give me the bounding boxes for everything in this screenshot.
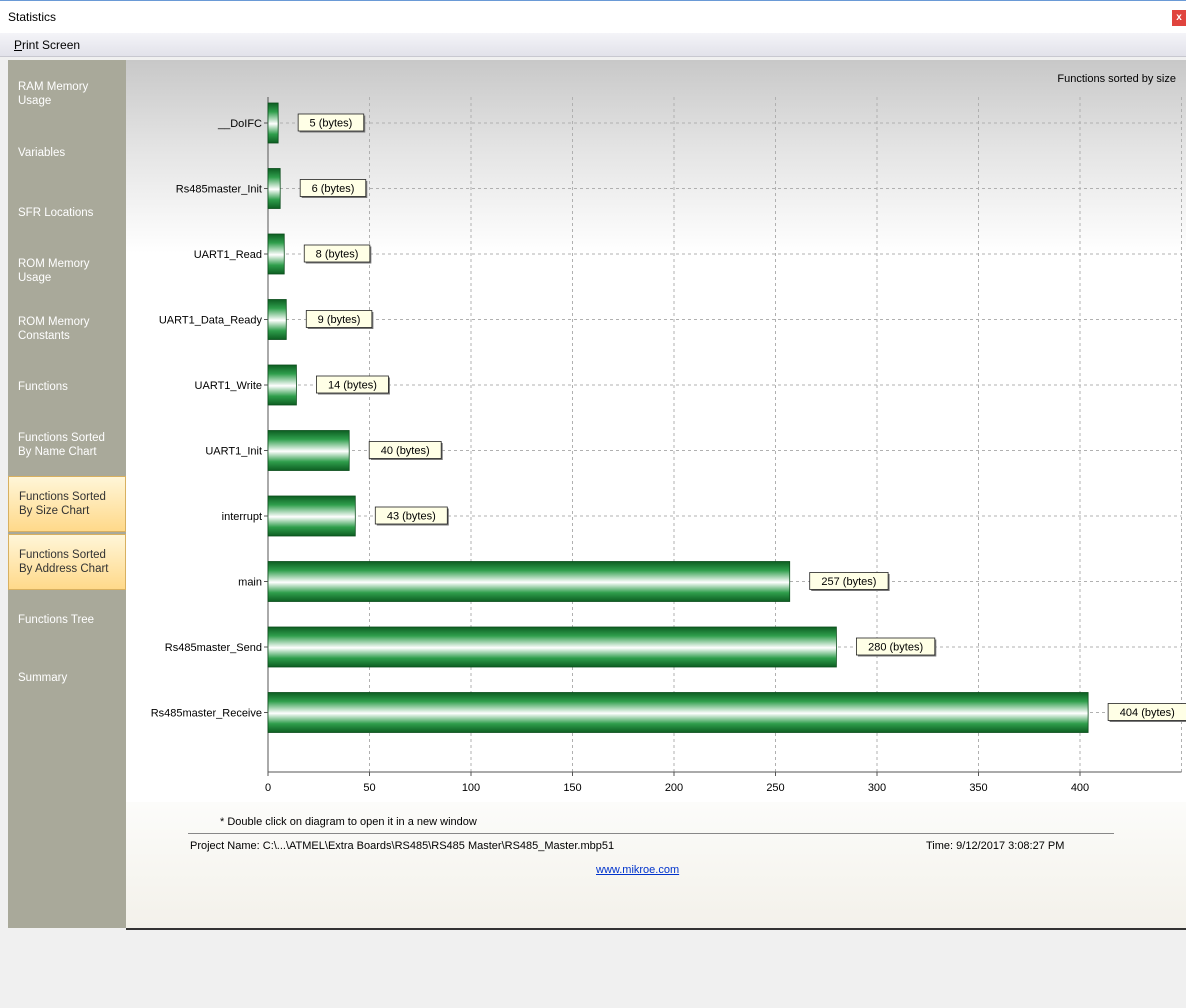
print-screen-menu[interactable]: Print Screen bbox=[14, 38, 81, 52]
sidebar-item-rom-memory-usage[interactable]: ROM Memory Usage bbox=[8, 246, 126, 296]
category-label: interrupt bbox=[222, 511, 262, 523]
sidebar-item-label: RAM Memory Usage bbox=[18, 81, 89, 107]
sidebar-item-label: Functions Tree bbox=[18, 614, 95, 626]
bar bbox=[267, 692, 1089, 733]
x-tick-label: 200 bbox=[665, 782, 683, 794]
chart-panel: Functions sorted by size 0 50 100 150 200 250… bbox=[126, 60, 1186, 930]
sidebar: RAM Memory Usage Variables SFR Locations… bbox=[8, 60, 126, 928]
category-label: Rs485master_Send bbox=[165, 642, 262, 654]
window-title: Statistics bbox=[8, 10, 57, 24]
data-label-box bbox=[297, 113, 365, 132]
data-label: 404 (bytes) bbox=[1120, 707, 1175, 719]
menu-bar: Print Screen bbox=[0, 33, 1186, 57]
sidebar-item-label: ROM Memory Usage bbox=[18, 258, 90, 284]
close-icon[interactable]: x bbox=[1172, 10, 1186, 26]
sidebar-item-label: Functions Sorted By Name Chart bbox=[18, 432, 105, 458]
footer: * Double click on diagram to open it in … bbox=[126, 802, 1186, 928]
sidebar-item-label: SFR Locations bbox=[18, 207, 94, 219]
category-label: UART1_Init bbox=[205, 446, 262, 458]
data-label: 5 (bytes) bbox=[310, 118, 353, 130]
data-label-box bbox=[368, 441, 442, 459]
x-tick-label: 250 bbox=[766, 782, 784, 794]
bar-chart[interactable]: 0 50 100 150 200 250 300 350 400 __DoIFC 5 (bytes)… bbox=[126, 60, 1186, 802]
data-label-box bbox=[809, 572, 889, 590]
sidebar-item-label: Functions Sorted By Address Chart bbox=[19, 549, 109, 575]
category-label: UART1_Write bbox=[195, 380, 262, 392]
bar bbox=[267, 495, 356, 537]
category-label: Rs485master_Receive bbox=[151, 708, 262, 720]
data-label-box bbox=[305, 310, 373, 328]
x-tick-label: 100 bbox=[462, 782, 480, 794]
sidebar-item-functions[interactable]: Functions bbox=[8, 362, 126, 412]
sidebar-item-label: ROM Memory Constants bbox=[18, 316, 90, 342]
sidebar-item-rom-memory-constants[interactable]: ROM Memory Constants bbox=[8, 304, 126, 354]
x-tick-label: 400 bbox=[1071, 782, 1089, 794]
bar bbox=[267, 364, 297, 406]
sidebar-item-label: Functions bbox=[18, 381, 68, 393]
x-tick-label: 350 bbox=[969, 782, 987, 794]
data-label-box bbox=[374, 506, 448, 525]
category-label: Rs485master_Init bbox=[176, 184, 262, 196]
sidebar-item-functions-sorted-by-size[interactable]: Functions Sorted By Size Chart bbox=[8, 476, 126, 532]
bar bbox=[267, 168, 281, 209]
x-tick-label: 150 bbox=[563, 782, 581, 794]
data-label: 40 (bytes) bbox=[381, 445, 430, 457]
data-label: 257 (bytes) bbox=[821, 576, 876, 588]
x-tick-label: 50 bbox=[363, 782, 375, 794]
data-label: 280 (bytes) bbox=[868, 642, 923, 654]
data-label: 8 (bytes) bbox=[316, 249, 359, 261]
x-tick-label: 300 bbox=[868, 782, 886, 794]
category-label: main bbox=[238, 577, 262, 589]
data-label-box bbox=[856, 637, 936, 656]
sidebar-item-variables[interactable]: Variables bbox=[8, 128, 126, 178]
sidebar-item-functions-sorted-by-name[interactable]: Functions Sorted By Name Chart bbox=[8, 420, 126, 470]
category-label: UART1_Data_Ready bbox=[159, 315, 263, 327]
title-bar: Statistics x bbox=[0, 0, 1186, 33]
data-label: 9 (bytes) bbox=[318, 314, 361, 326]
bar bbox=[267, 430, 350, 471]
data-label-box bbox=[299, 179, 367, 197]
chart-title: Functions sorted by size bbox=[1057, 73, 1176, 85]
sidebar-item-functions-sorted-by-address[interactable]: Functions Sorted By Address Chart bbox=[8, 534, 126, 590]
bar bbox=[267, 626, 837, 668]
sidebar-item-label: Variables bbox=[18, 147, 66, 159]
data-label-box bbox=[1107, 703, 1186, 721]
data-label: 14 (bytes) bbox=[328, 380, 377, 392]
footnote: * Double click on diagram to open it in … bbox=[220, 816, 477, 828]
project-name: Project Name: C:\...\ATMEL\Extra Boards\… bbox=[190, 840, 615, 852]
bar bbox=[267, 233, 285, 275]
sidebar-item-label: Functions Sorted By Size Chart bbox=[19, 491, 106, 517]
sidebar-item-label: Summary bbox=[18, 672, 68, 684]
bar bbox=[267, 561, 791, 602]
category-label: __DoIFC bbox=[217, 118, 262, 130]
sidebar-item-functions-tree[interactable]: Functions Tree bbox=[8, 596, 126, 644]
data-label-box bbox=[316, 375, 389, 394]
x-tick-label: 0 bbox=[265, 782, 271, 794]
bar bbox=[267, 299, 287, 340]
sidebar-item-summary[interactable]: Summary bbox=[8, 654, 126, 702]
sidebar-item-ram-memory-usage[interactable]: RAM Memory Usage bbox=[8, 70, 126, 118]
divider bbox=[188, 833, 1114, 834]
data-label-box bbox=[303, 244, 371, 263]
data-label: 6 (bytes) bbox=[312, 183, 355, 195]
website-link[interactable]: www.mikroe.com bbox=[596, 864, 680, 876]
bar bbox=[267, 102, 279, 144]
sidebar-item-sfr-locations[interactable]: SFR Locations bbox=[8, 188, 126, 238]
category-label: UART1_Read bbox=[194, 249, 262, 261]
data-label: 43 (bytes) bbox=[387, 511, 436, 523]
timestamp: Time: 9/12/2017 3:08:27 PM bbox=[926, 840, 1065, 852]
